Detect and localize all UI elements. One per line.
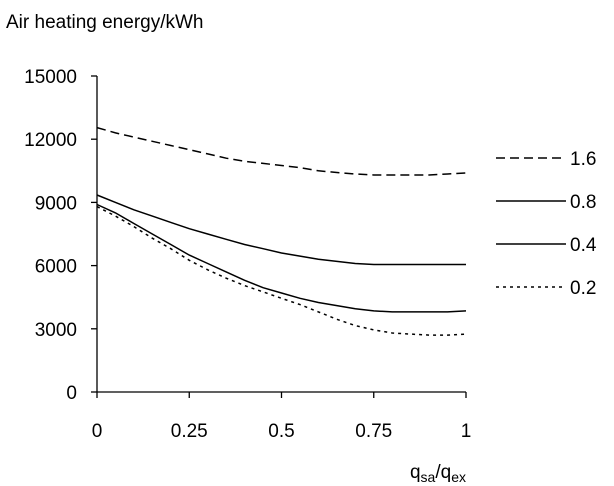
series-line-0-8 — [96, 194, 466, 266]
x-tick-label: 0 — [92, 421, 103, 442]
legend-label-0-8: 0.8 — [570, 192, 596, 213]
y-tick-label: 15000 — [24, 67, 77, 88]
plot-area: 0 3000 6000 9000 12000 15000 0 0.25 0.5 0.75 1 — [24, 67, 471, 442]
y-tick-label: 9000 — [35, 193, 77, 214]
legend-label-0-2: 0.2 — [570, 278, 596, 299]
x-tick-label: 1 — [461, 421, 472, 442]
y-tick-label: 0 — [66, 383, 77, 404]
legend-label-0-4: 0.4 — [570, 235, 597, 256]
legend: 1.6 0.8 0.4 0.2 — [496, 149, 597, 299]
x-tick-label: 0.5 — [268, 421, 294, 442]
y-tick-label: 12000 — [24, 130, 77, 151]
x-axis-title-sep: /q — [435, 462, 451, 483]
x-axis-title: qsa/qex — [410, 462, 466, 485]
series-line-0-2 — [96, 205, 467, 336]
x-tick-label: 0.75 — [355, 421, 392, 442]
y-tick-label: 6000 — [35, 257, 77, 278]
x-axis-title-sub-ex: ex — [451, 469, 466, 485]
series-line-1-6 — [96, 126, 467, 176]
x-tick-label: 0.25 — [171, 421, 208, 442]
legend-label-1-6: 1.6 — [570, 149, 596, 170]
x-axis-title-main: q — [410, 462, 421, 483]
x-axis-title-sub-sa: sa — [421, 469, 436, 485]
y-tick-label: 3000 — [35, 320, 77, 341]
y-axis-title: Air heating energy/kWh — [6, 12, 204, 33]
series-line-0-4 — [96, 203, 467, 313]
